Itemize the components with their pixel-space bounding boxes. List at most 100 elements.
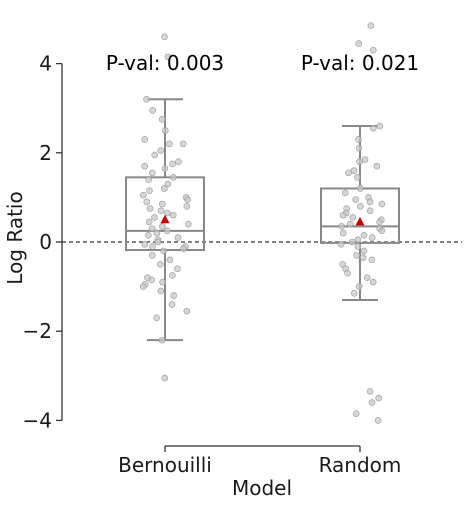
- data-point: [141, 240, 149, 248]
- data-point: [179, 140, 187, 148]
- data-point: [361, 156, 369, 163]
- data-point: [148, 276, 156, 284]
- data-point: [159, 278, 166, 286]
- data-point: [161, 374, 169, 382]
- data-point: [164, 53, 172, 61]
- data-point: [164, 180, 172, 188]
- data-point: [183, 203, 191, 210]
- data-point: [156, 260, 164, 268]
- data-point: [354, 243, 362, 250]
- data-point: [161, 185, 168, 192]
- data-point: [140, 191, 147, 199]
- data-point: [344, 269, 351, 277]
- y-tick-label: 4: [39, 52, 52, 76]
- data-point: [163, 227, 171, 235]
- data-point: [356, 185, 364, 192]
- data-point: [162, 127, 169, 134]
- data-point: [143, 198, 151, 206]
- data-point: [355, 145, 363, 152]
- y-axis-title: Log Ratio: [3, 191, 27, 284]
- data-point: [148, 225, 156, 232]
- data-point: [141, 162, 148, 170]
- data-point: [184, 196, 191, 203]
- data-point: [342, 189, 349, 197]
- boxes-layer: [125, 98, 400, 342]
- data-point: [355, 283, 363, 290]
- data-point: [366, 388, 374, 395]
- data-point: [354, 174, 361, 181]
- data-point: [339, 229, 347, 237]
- data-point: [338, 223, 345, 230]
- points-layer: [139, 22, 386, 424]
- mean-marker: [160, 214, 170, 224]
- data-point: [345, 169, 352, 177]
- data-point: [149, 252, 156, 259]
- data-point: [183, 307, 191, 315]
- data-point: [363, 274, 371, 281]
- data-point: [165, 140, 173, 148]
- data-point: [149, 243, 156, 250]
- data-point: [157, 147, 165, 154]
- data-point: [369, 46, 377, 54]
- data-point: [141, 136, 149, 143]
- data-point: [374, 417, 382, 424]
- data-point: [145, 218, 153, 226]
- data-point: [139, 283, 147, 290]
- data-point: [143, 95, 150, 103]
- data-point: [376, 218, 383, 226]
- data-point: [164, 209, 171, 217]
- data-point: [355, 40, 363, 47]
- data-point: [146, 187, 153, 195]
- data-point: [161, 165, 169, 172]
- data-point: [366, 198, 374, 206]
- data-point: [367, 22, 375, 29]
- data-point: [352, 410, 360, 418]
- data-point: [375, 394, 382, 402]
- p-value-annotation: P-val: 0.021: [301, 51, 419, 75]
- data-point: [185, 220, 192, 228]
- data-point: [180, 245, 187, 252]
- data-point: [159, 200, 166, 208]
- p-value-annotation: P-val: 0.003: [106, 51, 224, 75]
- data-point: [337, 240, 345, 248]
- data-point: [360, 232, 368, 239]
- data-point: [352, 196, 359, 203]
- data-point: [368, 234, 376, 241]
- data-point: [350, 167, 358, 174]
- data-point: [153, 229, 161, 237]
- data-point: [354, 236, 362, 244]
- data-point: [353, 252, 360, 259]
- data-point: [339, 211, 347, 219]
- data-point: [169, 272, 176, 279]
- data-point: [378, 200, 386, 208]
- data-point: [369, 278, 377, 286]
- data-point: [149, 107, 157, 114]
- y-tick-label: 0: [39, 230, 52, 254]
- data-point: [369, 124, 377, 132]
- data-point: [168, 301, 176, 308]
- data-point: [368, 256, 376, 264]
- data-point: [359, 254, 367, 261]
- data-point: [153, 314, 160, 322]
- mean-marker: [355, 216, 365, 226]
- data-point: [175, 158, 182, 166]
- data-point: [378, 227, 386, 235]
- data-point: [348, 238, 356, 246]
- data-point: [151, 214, 158, 221]
- data-point: [161, 33, 168, 41]
- x-tick-label: Random: [319, 453, 402, 477]
- data-point: [366, 207, 374, 215]
- data-point: [160, 247, 167, 255]
- data-point: [148, 169, 156, 177]
- data-point: [151, 151, 158, 159]
- data-point: [174, 265, 181, 273]
- data-point: [157, 287, 165, 295]
- data-point: [368, 399, 376, 406]
- data-point: [169, 160, 176, 168]
- data-point: [169, 211, 177, 219]
- data-point: [169, 174, 177, 181]
- data-point: [373, 162, 381, 170]
- data-point: [174, 234, 182, 241]
- data-point: [357, 203, 364, 210]
